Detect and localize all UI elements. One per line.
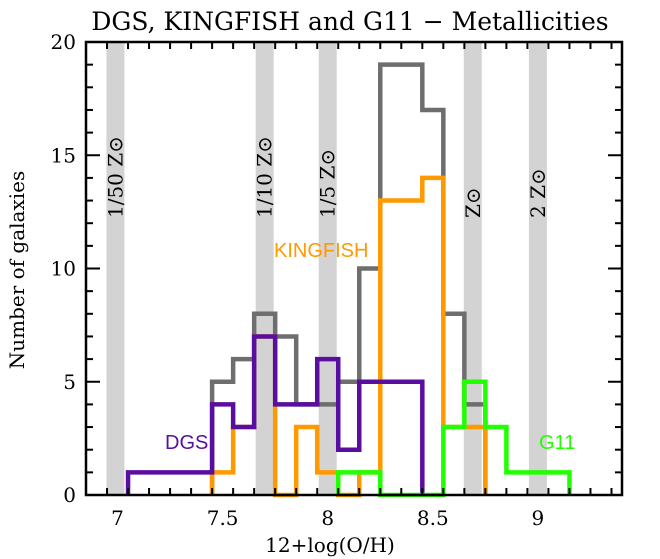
x-tick-label: 8 — [321, 506, 334, 530]
y-tick-label: 15 — [51, 143, 76, 167]
y-tick-label: 5 — [63, 370, 76, 394]
reference-band-2 — [318, 42, 337, 495]
reference-band-4 — [528, 42, 547, 495]
y-tick-label: 10 — [51, 257, 76, 281]
reference-band-label-1: 1/10 Z⊙ — [253, 136, 277, 218]
x-tick-label: 7 — [111, 506, 124, 530]
x-tick-label: 9 — [532, 506, 545, 530]
series-label-kingfish: KINGFISH — [274, 240, 368, 262]
series-label-g11: G11 — [539, 432, 575, 454]
histogram-series-3 — [335, 379, 572, 498]
y-tick-label: 20 — [51, 30, 76, 54]
x-tick-label: 8.5 — [417, 506, 449, 530]
reference-band-label-2: 1/5 Z⊙ — [316, 149, 340, 218]
histogram-series-2 — [125, 334, 425, 495]
x-axis-label: 12+log(O/H) — [265, 533, 395, 557]
reference-band-label-3: Z⊙ — [461, 187, 485, 218]
y-axis-label: Number of galaxies — [5, 171, 29, 370]
series-label-dgs: DGS — [165, 432, 208, 454]
reference-band-label-0: 1/50 Z⊙ — [103, 136, 127, 218]
tick-marks: 7 7.5 8 8.5 9 0 5 10 15 20 — [51, 30, 622, 530]
reference-band-1 — [255, 42, 274, 495]
chart-title: DGS, KINGFISH and G11 − Metallicities — [91, 7, 608, 36]
histogram-series — [125, 62, 572, 498]
reference-band-label-4: 2 Z⊙ — [526, 168, 550, 218]
reference-bands: 1/50 Z⊙ 1/10 Z⊙ 1/5 Z⊙ Z⊙ 2 Z⊙ — [103, 42, 550, 495]
reference-band-0 — [106, 42, 125, 495]
x-tick-label: 7.5 — [207, 506, 239, 530]
y-tick-label: 0 — [63, 483, 76, 507]
